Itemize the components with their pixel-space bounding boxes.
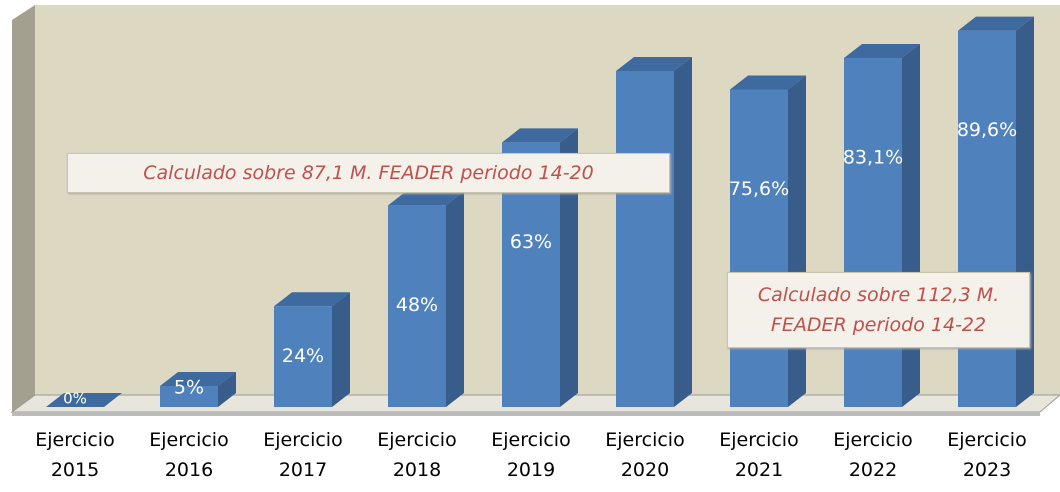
x-tick-label: Ejercicio 2022: [833, 429, 913, 481]
bar-front: [388, 205, 446, 407]
bar-top: [730, 75, 806, 90]
annotation: Calculado sobre 112,3 M. FEADER periodo …: [727, 272, 1030, 348]
value-label: 89,6%: [957, 119, 1017, 141]
value-label: 0%: [63, 390, 87, 408]
x-tick-label: Ejercicio 2018: [377, 429, 457, 481]
annotation: Calculado sobre 87,1 M. FEADER periodo 1…: [67, 153, 670, 193]
bar-top: [958, 16, 1034, 31]
bar-front: [730, 89, 788, 407]
bar-top: [502, 128, 578, 143]
x-tick-label: Ejercicio 2016: [149, 429, 229, 481]
bar-side: [218, 372, 236, 407]
bar: [274, 292, 350, 407]
value-label: 24%: [282, 345, 324, 367]
value-label: 83,1%: [843, 146, 903, 168]
bar-front: [274, 306, 332, 407]
bar-front: [844, 57, 902, 407]
bar: [958, 16, 1034, 408]
bar-side: [1016, 16, 1034, 408]
bar-top: [388, 191, 464, 206]
x-tick-label: Ejercicio 2019: [491, 429, 571, 481]
x-tick-label: Ejercicio 2021: [719, 429, 799, 481]
bar-front: [958, 30, 1016, 408]
bar-front: [616, 71, 674, 407]
bar-top: [46, 393, 122, 407]
x-tick-label: Ejercicio 2023: [947, 429, 1027, 481]
bar: [616, 57, 692, 407]
bar-side: [560, 128, 578, 407]
bar-top: [616, 57, 692, 71]
bar-top: [160, 372, 236, 386]
bar-top: [274, 292, 350, 307]
x-tick-label: Ejercicio 2020: [605, 429, 685, 481]
bar: [160, 372, 236, 407]
bar-side: [674, 57, 692, 407]
bar: [730, 75, 806, 407]
value-label: 63%: [510, 231, 552, 253]
bar-front: [160, 386, 218, 407]
bar: [388, 191, 464, 407]
value-label: 5%: [174, 377, 204, 399]
bar: [46, 393, 122, 407]
bar-side: [788, 75, 806, 407]
bar-side: [446, 191, 464, 407]
side-wall: [12, 5, 35, 412]
bar: [844, 43, 920, 407]
x-tick-label: Ejercicio 2015: [35, 429, 115, 481]
bar-side: [332, 292, 350, 407]
value-label: 48%: [396, 294, 438, 316]
bar-top: [844, 43, 920, 58]
x-tick-label: Ejercicio 2017: [263, 429, 343, 481]
floor-edge: [12, 412, 1040, 416]
value-label: 75,6%: [729, 178, 789, 200]
bar-side: [902, 43, 920, 407]
